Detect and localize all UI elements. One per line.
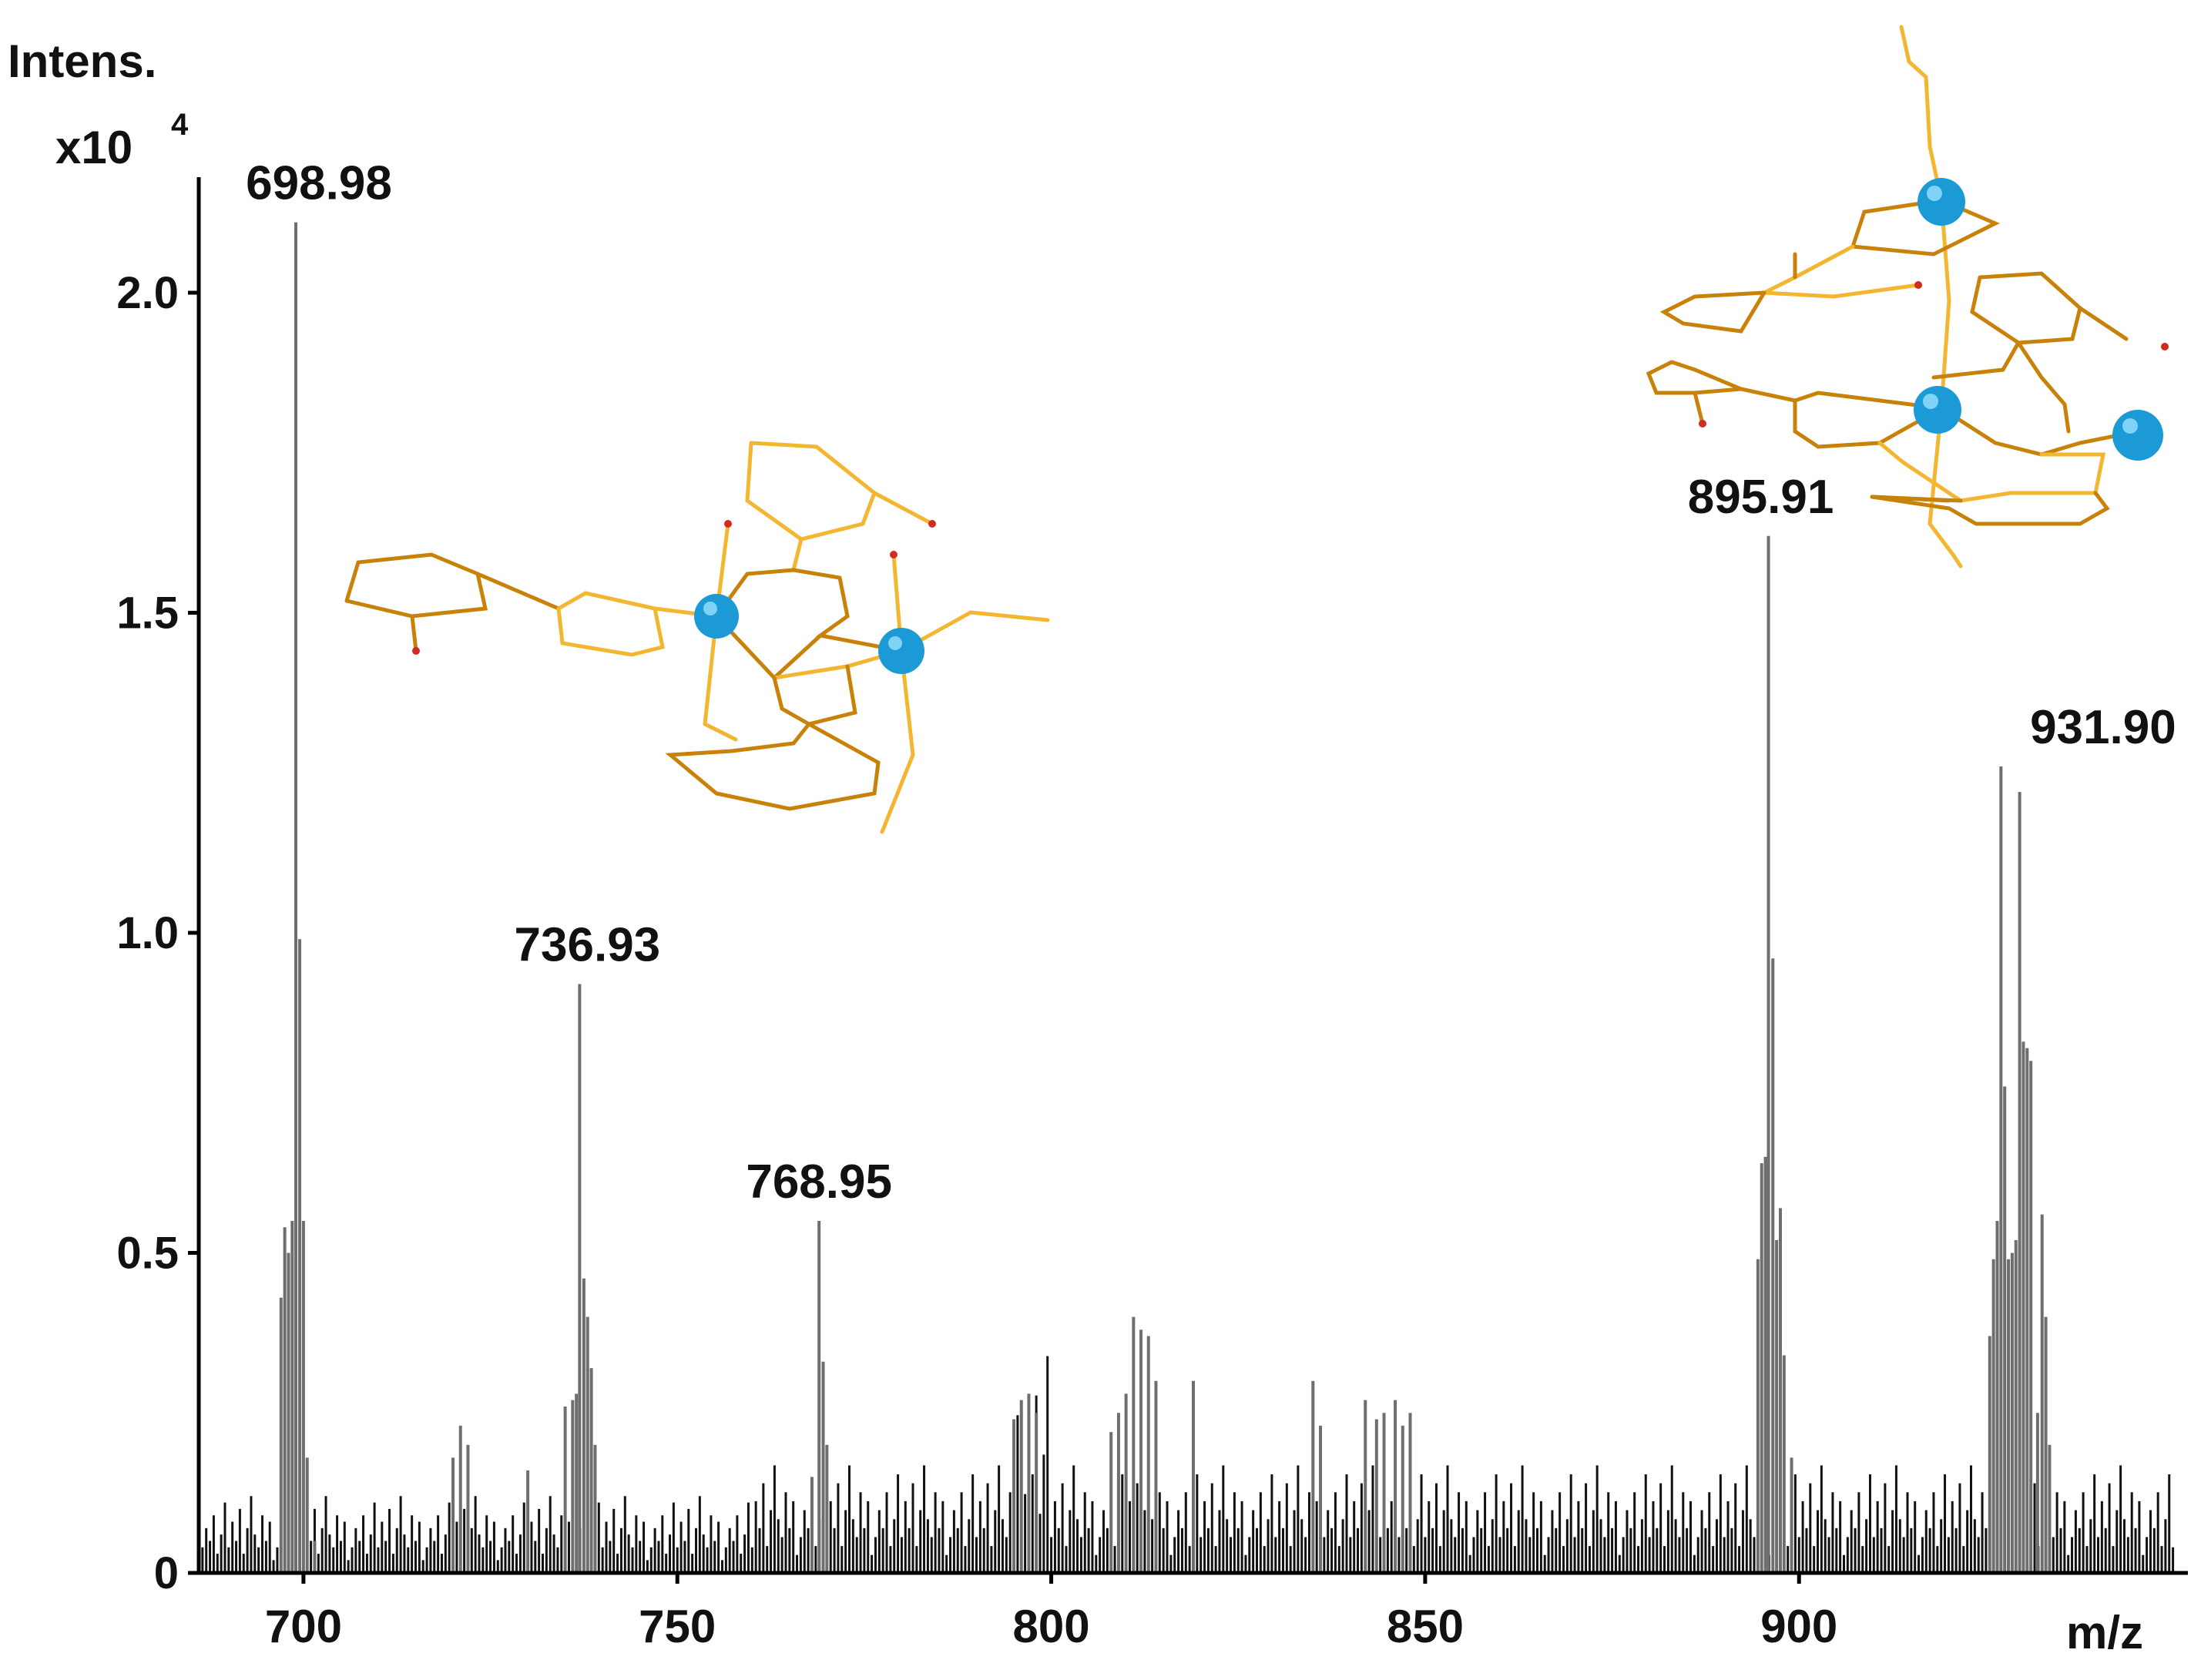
y-tick-label: 0.5 xyxy=(116,1229,179,1279)
x-axis-label: m/z xyxy=(2066,1607,2143,1658)
axes: 0 0.5 1.0 1.5 2.0 700 750 800 850 900 xyxy=(116,177,2188,1652)
y-axis-multiplier: x10 xyxy=(55,122,133,173)
stick-bonds xyxy=(344,441,1050,834)
y-axis-label: Intens. xyxy=(8,35,156,87)
metal-atoms xyxy=(1914,178,2163,461)
x-tick-label: 700 xyxy=(265,1601,342,1652)
heteroatom-dots xyxy=(1699,281,2169,428)
stick-bonds xyxy=(1646,25,2140,568)
x-tick-label: 750 xyxy=(639,1601,716,1652)
y-tick-label: 1.5 xyxy=(116,589,179,639)
spectrum-peaks xyxy=(279,222,2052,1573)
dinuclear-structure-inset xyxy=(344,441,1050,834)
heteroatom-dots xyxy=(412,520,936,655)
peak-label: 931.90 xyxy=(2030,701,2176,754)
peak-label: 768.95 xyxy=(746,1155,892,1209)
x-tick-label: 850 xyxy=(1387,1601,1464,1652)
peak-label: 895.91 xyxy=(1688,471,1834,524)
peak-label: 698.98 xyxy=(246,157,392,210)
y-axis-exponent: 4 xyxy=(171,108,189,142)
y-tick-label: 0 xyxy=(154,1548,179,1598)
x-tick-label: 900 xyxy=(1760,1601,1837,1652)
y-tick-label: 2.0 xyxy=(116,268,179,318)
peak-labels: 698.98 736.93 768.95 895.91 931.90 xyxy=(246,157,2176,1209)
metal-atoms xyxy=(694,594,924,674)
trinuclear-structure-inset xyxy=(1646,25,2169,568)
peak-label: 736.93 xyxy=(515,918,661,971)
y-tick-label: 1.0 xyxy=(116,908,179,958)
x-tick-label: 800 xyxy=(1013,1601,1090,1652)
baseline-noise xyxy=(197,1356,2175,1573)
